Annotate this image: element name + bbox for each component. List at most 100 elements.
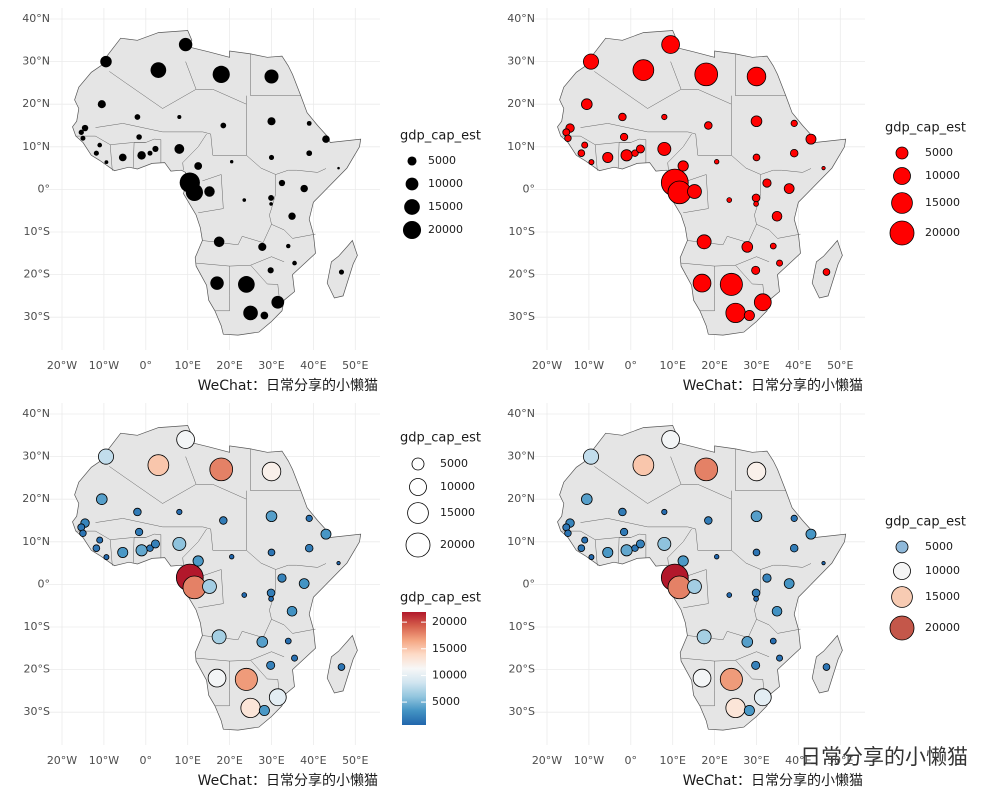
country-bubble: [769, 242, 777, 250]
border: [132, 537, 146, 564]
country-bubble: [172, 537, 187, 551]
country-bubble: [240, 697, 261, 719]
country-bubble: [97, 448, 114, 465]
x-tick-label: 20°E: [216, 754, 242, 767]
country-bubble: [771, 605, 783, 617]
country-bubble: [306, 150, 313, 157]
x-tick-label: 10°W: [574, 359, 604, 372]
country-bubble: [704, 121, 713, 130]
continent: [72, 425, 362, 731]
continent: [557, 425, 847, 731]
country-bubble: [805, 528, 817, 540]
border: [185, 456, 197, 485]
y-tick-label: 30°S: [509, 705, 535, 718]
country-bubble: [692, 668, 712, 688]
country-bubble: [719, 667, 743, 691]
country-bubble: [268, 194, 275, 201]
border: [185, 61, 197, 90]
country-bubble: [229, 554, 235, 560]
country-bubble: [661, 113, 668, 121]
caption: WeChat：日常分享的小懒猫: [683, 772, 863, 789]
country-bubble: [752, 548, 761, 557]
y-tick-label: 10°S: [24, 225, 50, 238]
country-bubble: [79, 529, 87, 537]
country-bubble: [741, 636, 754, 648]
country-bubble: [677, 555, 689, 567]
watermark: 日常分享的小懒猫: [800, 745, 968, 769]
x-tick-label: 10°W: [89, 754, 119, 767]
x-tick-label: 30°E: [743, 754, 769, 767]
legend-label: 10000: [440, 480, 475, 493]
country-bubble: [337, 663, 346, 671]
country-bubble: [725, 302, 746, 324]
border: [182, 528, 207, 566]
country-bubble: [581, 98, 593, 110]
y-tick-label: 40°N: [507, 12, 535, 25]
country-bubble: [620, 544, 633, 557]
country-bubble: [97, 142, 103, 148]
border: [667, 528, 692, 566]
legend-key: [407, 502, 429, 524]
country-bubble: [185, 183, 203, 201]
border: [269, 174, 316, 239]
country-bubble: [147, 150, 153, 156]
country-bubble: [750, 115, 763, 128]
country-bubble: [234, 667, 258, 691]
legend-key: [407, 156, 417, 166]
country-bubble: [96, 493, 108, 505]
y-tick-label: 40°N: [22, 407, 50, 420]
country-bubble: [80, 135, 86, 141]
country-bubble: [103, 554, 110, 561]
border: [735, 448, 786, 491]
border: [212, 484, 247, 500]
country-bubble: [150, 62, 167, 78]
country-bubble: [242, 198, 247, 202]
y-tick-label: 30°N: [22, 450, 50, 463]
country-bubble: [284, 637, 292, 645]
country-bubble: [178, 37, 193, 52]
country-bubble: [268, 688, 287, 707]
country-bubble: [78, 129, 84, 135]
country-bubble: [258, 242, 267, 251]
country-bubble: [743, 704, 755, 716]
x-tick-label: 50°E: [342, 754, 368, 767]
country-bubble: [266, 588, 276, 598]
country-bubble: [81, 124, 89, 132]
country-bubble: [202, 579, 217, 594]
country-bubble: [286, 605, 298, 617]
country-bubble: [581, 141, 589, 149]
country-bubble: [790, 543, 799, 553]
country-bubble: [320, 528, 332, 540]
country-bubble: [305, 543, 314, 553]
country-bubble: [726, 197, 733, 203]
border: [731, 155, 812, 175]
x-tick-label: 20°E: [216, 359, 242, 372]
y-tick-label: 40°N: [507, 407, 535, 420]
country-bubble: [192, 555, 204, 567]
country-bubble: [694, 457, 719, 482]
country-bubble: [146, 544, 154, 552]
country-bubble: [288, 212, 296, 220]
country-bubble: [657, 142, 672, 156]
country-bubble: [619, 132, 629, 142]
continent: [72, 30, 362, 336]
border: [202, 224, 272, 246]
y-tick-label: 20°N: [22, 97, 50, 110]
country-bubble: [677, 160, 689, 172]
legend-label: 5000: [925, 146, 953, 159]
country-bubble: [694, 62, 719, 87]
x-tick-label: 50°E: [827, 754, 853, 767]
country-bubble: [790, 119, 798, 127]
country-bubble: [696, 629, 712, 645]
country-bubble: [93, 150, 99, 156]
country-bubble: [821, 166, 826, 171]
country-bubble: [137, 151, 146, 160]
x-tick-label: 40°E: [785, 359, 811, 372]
y-tick-label: 20°N: [507, 97, 535, 110]
country-bubble: [751, 588, 761, 598]
x-tick-label: 30°E: [258, 359, 284, 372]
y-tick-label: 10°S: [509, 225, 535, 238]
country-bubble: [746, 461, 767, 482]
country-bubble: [298, 578, 310, 589]
legend-label: 5000: [440, 457, 468, 470]
